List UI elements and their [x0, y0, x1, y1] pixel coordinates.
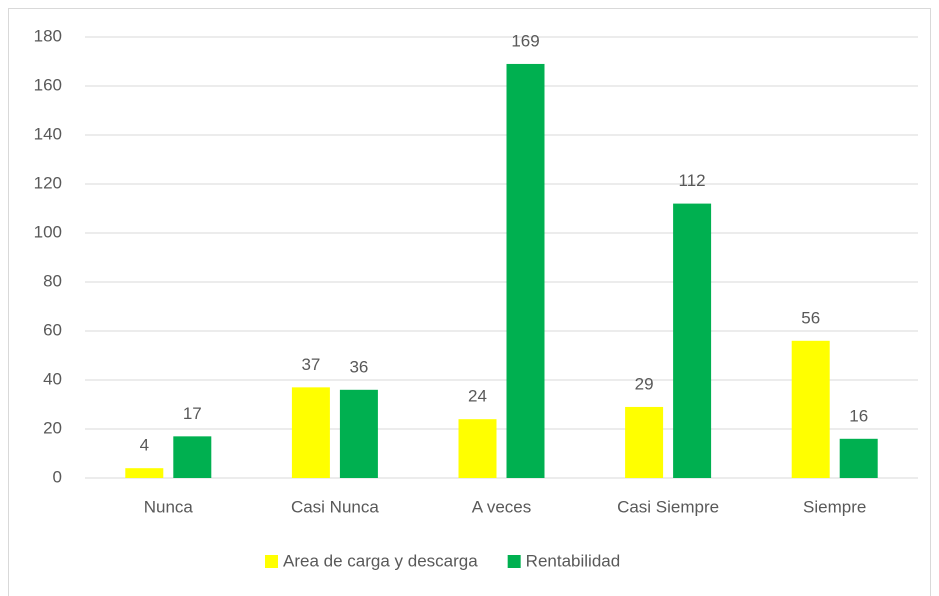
bar [173, 436, 212, 478]
y-tick-label: 140 [34, 124, 62, 143]
bar [506, 63, 545, 478]
y-tick-label: 180 [34, 26, 62, 45]
legend-swatch [265, 555, 278, 568]
data-label: 16 [849, 406, 868, 425]
y-tick-label: 100 [34, 222, 62, 241]
x-tick-label: Nunca [144, 497, 194, 516]
y-tick-label: 160 [34, 75, 62, 94]
data-label: 17 [183, 404, 202, 423]
bar [791, 340, 830, 478]
bar [673, 203, 712, 478]
data-label: 24 [468, 387, 487, 406]
bar [839, 438, 878, 478]
legend-label: Rentabilidad [526, 551, 621, 570]
x-tick-label: Casi Siempre [617, 497, 719, 516]
bar [339, 389, 378, 478]
data-label: 112 [679, 171, 706, 190]
y-tick-label: 0 [53, 467, 62, 486]
x-tick-label: Casi Nunca [291, 497, 379, 516]
legend-swatch [507, 555, 521, 568]
y-tick-label: 40 [43, 369, 62, 388]
x-tick-label: A veces [472, 497, 532, 516]
bar [125, 468, 164, 478]
bar [625, 406, 664, 478]
legend-label: Area de carga y descarga [283, 551, 478, 570]
data-label: 36 [349, 357, 368, 376]
chart-frame [8, 8, 931, 596]
bar [291, 387, 330, 478]
y-tick-label: 60 [43, 320, 62, 339]
data-label: 37 [301, 355, 320, 374]
y-tick-label: 120 [34, 173, 62, 192]
data-label: 56 [801, 308, 820, 327]
bar [458, 419, 497, 478]
y-tick-label: 20 [43, 418, 62, 437]
data-label: 29 [635, 374, 654, 393]
data-label: 4 [140, 436, 149, 455]
y-tick-label: 80 [43, 271, 62, 290]
data-label: 169 [511, 31, 539, 50]
x-tick-label: Siempre [803, 497, 866, 516]
